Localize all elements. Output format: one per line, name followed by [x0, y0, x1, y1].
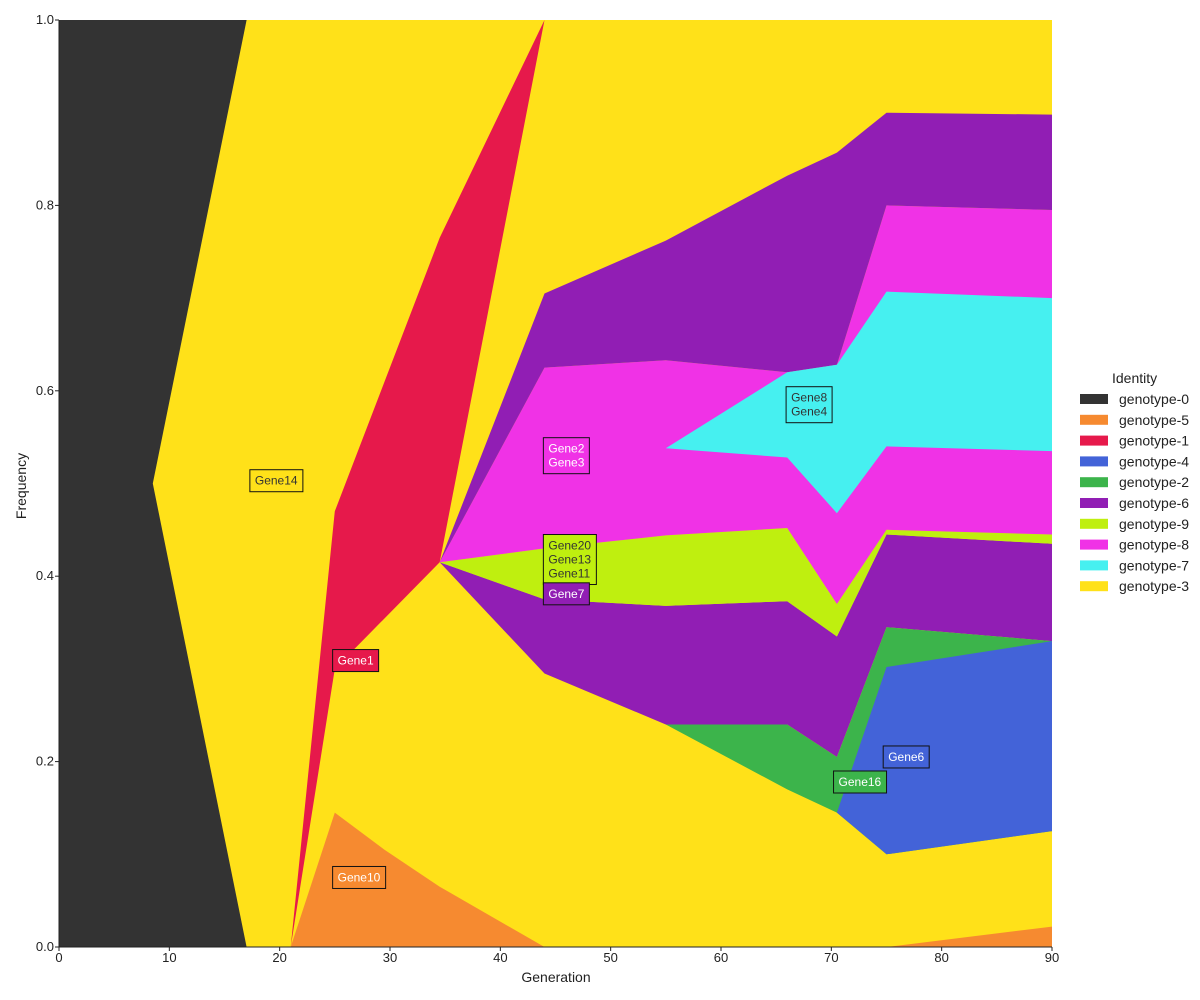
y-tick-label: 0.0	[36, 939, 54, 954]
x-tick-label: 0	[55, 950, 62, 965]
annotation-label: Gene3	[548, 456, 584, 470]
legend-label-genotype-9: genotype-9	[1119, 516, 1189, 532]
band-genotype-1	[290, 20, 1052, 947]
annotation-label: Gene4	[791, 405, 827, 419]
legend-label-genotype-5: genotype-5	[1119, 412, 1189, 428]
annotation-label: Gene10	[338, 870, 381, 884]
gene-annotations: Gene14Gene1Gene10Gene2Gene3Gene20Gene13G…	[249, 386, 930, 889]
x-tick-label: 10	[162, 950, 176, 965]
x-tick-label: 20	[272, 950, 286, 965]
annotation-gene6: Gene6	[882, 745, 930, 769]
annotation-label: Gene7	[548, 587, 584, 601]
x-tick-label: 30	[383, 950, 397, 965]
legend-swatch-genotype-2	[1080, 477, 1108, 488]
legend-swatch-genotype-1	[1080, 435, 1108, 446]
legend-label-genotype-4: genotype-4	[1119, 453, 1189, 469]
annotation-box	[833, 770, 888, 794]
annotation-label: Gene13	[548, 553, 591, 567]
annotation-gene10: Gene10	[332, 865, 387, 889]
x-axis-title: Generation	[521, 969, 590, 985]
annotation-box	[542, 582, 590, 606]
annotation-label: Gene1	[338, 654, 374, 668]
annotation-gene1: Gene1	[332, 649, 380, 673]
annotation-box	[882, 745, 930, 769]
legend-swatch-genotype-6	[1080, 498, 1108, 508]
band-genotype-5	[290, 812, 545, 947]
annotation-label: Gene16	[839, 775, 882, 789]
legend-swatch-genotype-3	[1080, 581, 1108, 592]
annotation-label: Gene20	[548, 539, 591, 553]
x-tick-label: 90	[1045, 950, 1059, 965]
genotype-bands	[59, 20, 1053, 947]
annotation-box	[542, 534, 597, 586]
annotation-box	[785, 386, 833, 424]
y-tick-label: 0.8	[36, 197, 54, 212]
x-tick-label: 50	[603, 950, 617, 965]
y-axis-title: Frequency	[13, 453, 29, 519]
legend-label-genotype-1: genotype-1	[1119, 433, 1189, 449]
legend-label-genotype-7: genotype-7	[1119, 557, 1189, 573]
band-genotype-7	[665, 291, 1052, 514]
legend-swatch-genotype-9	[1080, 518, 1108, 529]
band-genotype-5	[886, 926, 1052, 947]
annotation-box	[332, 649, 380, 673]
legend-swatch-genotype-0	[1080, 394, 1108, 404]
annotation-box	[332, 865, 387, 889]
annotation-gene16: Gene16	[833, 770, 888, 794]
x-tick-label: 60	[714, 950, 728, 965]
band-genotype-6	[439, 534, 1052, 757]
band-genotype-6	[439, 112, 1052, 563]
legend-swatch-genotype-7	[1080, 560, 1108, 571]
legend-title: Identity	[1112, 370, 1157, 386]
annotation-label: Gene8	[791, 391, 827, 405]
annotation-box	[542, 437, 590, 475]
legend-swatch-genotype-8	[1080, 539, 1108, 550]
legend-label-genotype-0: genotype-0	[1119, 391, 1189, 407]
legend-swatch-genotype-4	[1080, 456, 1108, 467]
annotation-box	[249, 469, 304, 493]
y-tick-label: 1.0	[36, 12, 54, 27]
annotation-label: Gene2	[548, 442, 584, 456]
annotation-label: Gene11	[548, 567, 590, 581]
legend: Identity genotype-0 genotype-5 genotype-1 g…	[1080, 370, 1189, 594]
band-genotype-4	[836, 641, 1052, 855]
y-tick-label: 0.6	[36, 383, 54, 398]
legend-label-genotype-2: genotype-2	[1119, 474, 1189, 490]
y-tick-label: 0.2	[36, 754, 54, 769]
axes: 0 10 20 30 40 50 60 70 80 90 0.0 0.2 0.4 0.6 0.8 1.0	[36, 12, 1059, 965]
annotation-label: Gene14	[255, 474, 298, 488]
x-tick-label: 40	[493, 950, 507, 965]
annotation-label: Gene6	[888, 750, 924, 764]
y-tick-label: 0.4	[36, 568, 54, 583]
legend-swatch-genotype-5	[1080, 414, 1108, 425]
legend-label-genotype-6: genotype-6	[1119, 495, 1189, 511]
annotation-gene7: Gene7	[542, 582, 590, 606]
x-tick-label: 80	[934, 950, 948, 965]
legend-label-genotype-3: genotype-3	[1119, 578, 1189, 594]
annotation-gene14: Gene14	[249, 469, 304, 493]
legend-label-genotype-8: genotype-8	[1119, 537, 1189, 553]
x-tick-label: 70	[824, 950, 838, 965]
